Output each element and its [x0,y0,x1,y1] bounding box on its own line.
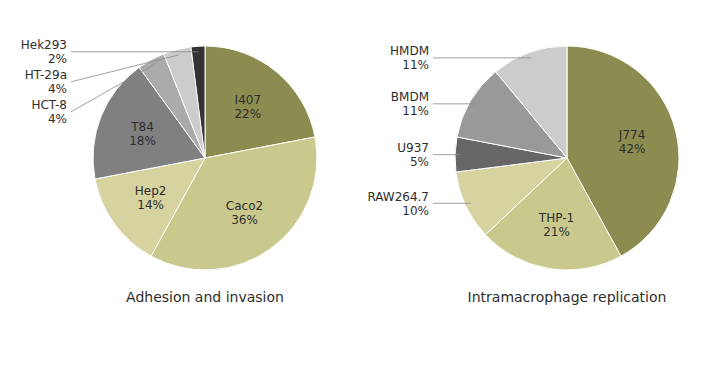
label-category: J774 [618,128,645,142]
data-label: Hep214% [135,184,167,212]
leader-line [433,57,531,58]
data-label: I40722% [234,93,261,121]
label-value: 42% [619,142,646,156]
data-labels: I40722%Caco236%Hep214%T8418%Hek2932%HT-2… [21,38,263,227]
label-value: 11% [402,58,429,72]
label-category: BMDM [391,90,429,104]
pie-slice [191,46,205,158]
label-category: HCT-8 [31,98,67,112]
data-label: Caco236% [226,199,263,227]
label-value: 2% [48,52,67,66]
leader-line [433,154,461,155]
data-label: J77442% [618,128,646,156]
label-category: T84 [130,120,154,134]
leader-line [71,51,198,52]
data-label: HCT-84% [31,98,67,126]
leader-line [71,55,179,82]
pie-slice [164,47,205,158]
data-label: T8418% [129,120,156,148]
label-value: 22% [234,107,261,121]
label-category: HMDM [390,44,429,58]
data-label: HT-29a4% [25,68,67,96]
data-label: Hek2932% [21,38,67,66]
leader-line [71,65,154,112]
leader-line [433,203,471,204]
pie [455,46,679,270]
data-labels: J77442%THP-121%HMDM11%BMDM11%U9375%RAW26… [367,44,645,238]
data-label: THP-121% [538,211,574,239]
leader-line [433,103,475,104]
label-value: 36% [231,213,258,227]
label-value: 5% [410,155,429,169]
label-category: Hek293 [21,38,67,52]
label-category: RAW264.7 [367,190,429,204]
chart-title: Intramacrophage replication [468,289,667,305]
pie [93,46,317,270]
chart-title: Adhesion and invasion [126,289,284,305]
pie-slice [496,46,567,158]
label-category: Hep2 [135,184,167,198]
data-label: HMDM11% [390,44,429,72]
label-category: THP-1 [538,211,574,225]
label-value: 21% [543,225,570,239]
data-label: BMDM11% [391,90,429,118]
label-category: Caco2 [226,199,263,213]
label-category: I407 [235,93,261,107]
data-label: RAW264.710% [367,190,429,218]
label-value: 14% [137,198,164,212]
chart-container: I40722%Caco236%Hep214%T8418%Hek2932%HT-2… [0,0,724,380]
label-category: HT-29a [25,68,67,82]
chart-svg: I40722%Caco236%Hep214%T8418%Hek2932%HT-2… [0,0,724,380]
label-value: 4% [48,82,67,96]
label-value: 11% [402,104,429,118]
label-category: U937 [397,141,429,155]
label-value: 10% [402,204,429,218]
label-value: 4% [48,112,67,126]
label-value: 18% [129,134,156,148]
data-label: U9375% [397,141,429,169]
